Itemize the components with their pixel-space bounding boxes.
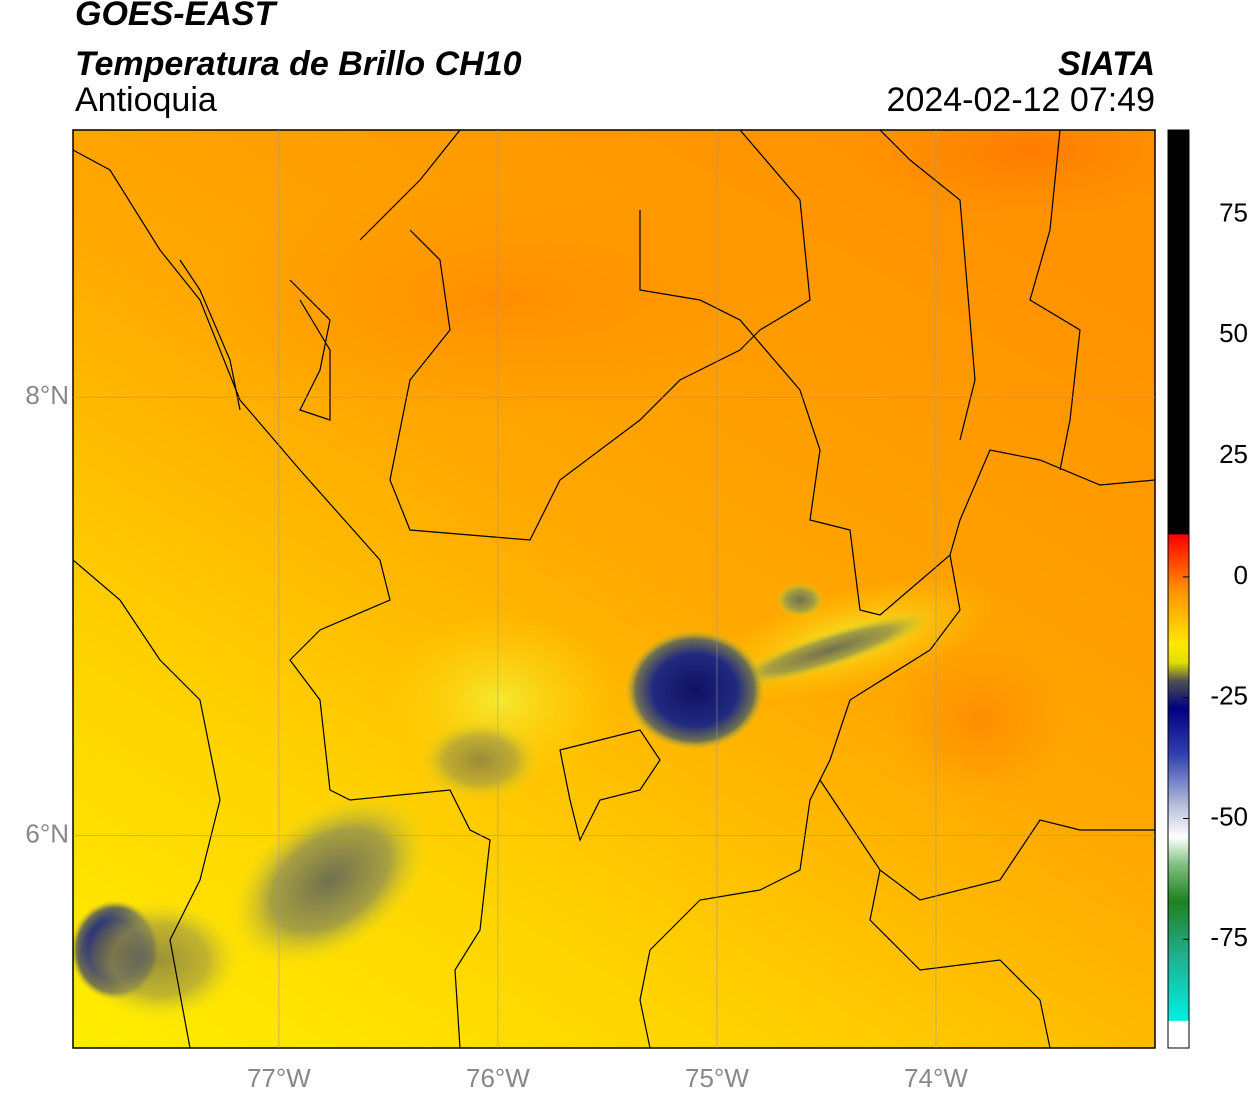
x-tick-label: 76°W: [466, 1063, 530, 1093]
colorbar-tick-label: -75: [1210, 922, 1248, 952]
x-tick-label: 75°W: [685, 1063, 749, 1093]
colorbar-tick-label: -50: [1210, 801, 1248, 831]
y-tick-label: 6°N: [25, 818, 69, 848]
datetime: 2024-02-12 07:49: [887, 81, 1155, 119]
colorbar-tick-label: 0: [1234, 560, 1248, 590]
source: SIATA: [1058, 45, 1155, 83]
colorbar-tick-label: 75: [1219, 197, 1248, 227]
map-image: [73, 130, 1155, 1048]
colorbar-tick-label: 50: [1219, 318, 1248, 348]
region: Antioquia: [75, 81, 217, 119]
x-tick-label: 77°W: [247, 1063, 311, 1093]
map-frame: [72, 129, 1156, 1049]
subtitle: Temperatura de Brillo CH10: [75, 45, 522, 83]
map-axes: 77°W 76°W 75°W 74°W 6°N 8°N: [25, 130, 1155, 1093]
colorbar-tick-label: -25: [1210, 681, 1248, 711]
title: GOES-EAST: [75, 0, 278, 33]
colorbar: [1167, 129, 1190, 1049]
x-tick-label: 74°W: [904, 1063, 968, 1093]
colorbar-tick-label: 25: [1219, 439, 1248, 469]
y-tick-label: 8°N: [25, 380, 69, 410]
colorbar-ticks: 75 50 25 0 -25 -50 -75: [1183, 197, 1248, 952]
